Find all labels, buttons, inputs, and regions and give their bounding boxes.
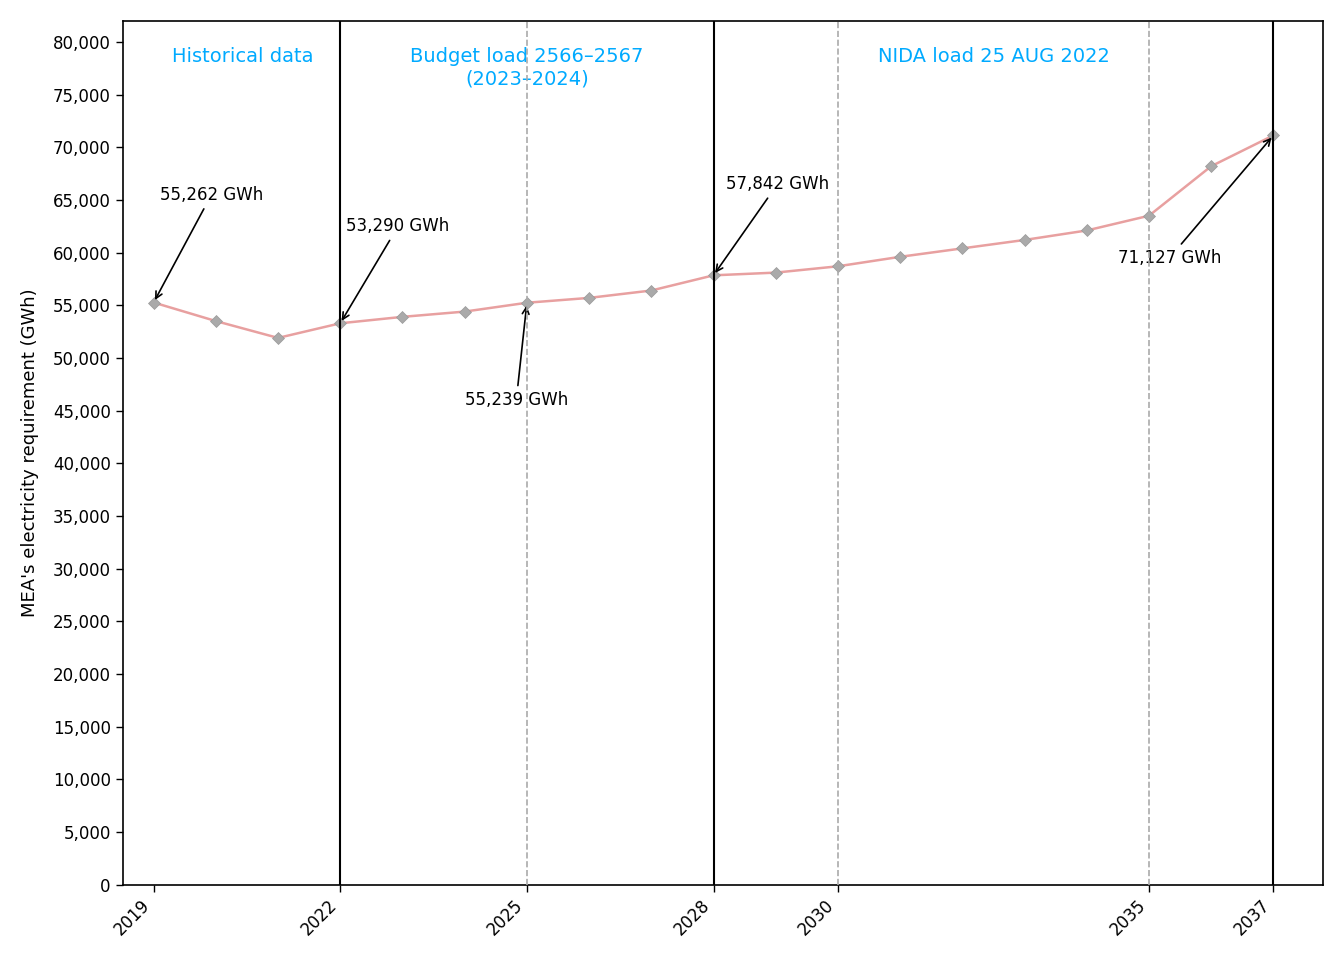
Text: 71,127 GWh: 71,127 GWh [1118,139,1270,267]
Text: Historical data: Historical data [172,47,313,66]
Text: 55,262 GWh: 55,262 GWh [156,185,263,299]
Y-axis label: MEA's electricity requirement (GWh): MEA's electricity requirement (GWh) [22,288,39,617]
Text: 53,290 GWh: 53,290 GWh [343,217,450,320]
Text: Budget load 2566–2567
(2023–2024): Budget load 2566–2567 (2023–2024) [410,47,644,88]
Text: 55,239 GWh: 55,239 GWh [465,307,569,409]
Text: NIDA load 25 AUG 2022: NIDA load 25 AUG 2022 [878,47,1109,66]
Text: 57,842 GWh: 57,842 GWh [716,175,829,272]
